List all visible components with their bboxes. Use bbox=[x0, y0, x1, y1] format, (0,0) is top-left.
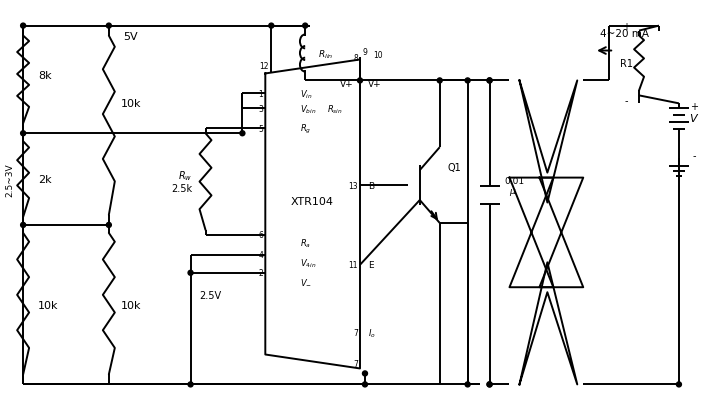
Circle shape bbox=[487, 382, 492, 387]
Text: 2: 2 bbox=[259, 268, 263, 278]
Text: $V_{-}$: $V_{-}$ bbox=[300, 276, 312, 286]
Text: +: + bbox=[690, 102, 698, 112]
Text: $\mu$: $\mu$ bbox=[510, 186, 517, 197]
Text: 2.5~3V: 2.5~3V bbox=[6, 163, 14, 197]
Text: 13: 13 bbox=[348, 181, 358, 190]
Circle shape bbox=[487, 79, 492, 84]
Text: 10: 10 bbox=[373, 51, 383, 60]
Text: 7: 7 bbox=[353, 359, 358, 368]
Circle shape bbox=[106, 223, 111, 228]
Text: $V$: $V$ bbox=[689, 112, 699, 124]
Text: $R_{sin}$: $R_{sin}$ bbox=[327, 103, 343, 115]
Circle shape bbox=[188, 382, 193, 387]
Text: $R_w$: $R_w$ bbox=[179, 169, 193, 183]
Text: 8k: 8k bbox=[38, 71, 52, 81]
Circle shape bbox=[487, 79, 492, 84]
Text: -: - bbox=[692, 151, 695, 161]
Circle shape bbox=[21, 223, 26, 228]
Circle shape bbox=[188, 271, 193, 275]
Text: $R_g$: $R_g$ bbox=[300, 122, 311, 135]
Circle shape bbox=[358, 79, 363, 84]
Text: 10k: 10k bbox=[120, 99, 141, 109]
Text: Q1: Q1 bbox=[448, 163, 462, 173]
Text: 5V: 5V bbox=[123, 31, 138, 41]
Text: +: + bbox=[622, 21, 630, 31]
Circle shape bbox=[269, 24, 274, 29]
Text: 10k: 10k bbox=[38, 300, 59, 310]
Text: $V_{4in}$: $V_{4in}$ bbox=[300, 257, 317, 269]
Text: 7: 7 bbox=[353, 328, 358, 337]
Text: 1: 1 bbox=[259, 90, 263, 99]
Circle shape bbox=[240, 131, 245, 136]
Text: 2.5V: 2.5V bbox=[199, 290, 222, 300]
Text: XTR104: XTR104 bbox=[290, 197, 333, 206]
Circle shape bbox=[487, 382, 492, 387]
Text: 0.01: 0.01 bbox=[505, 176, 525, 185]
Text: B: B bbox=[368, 181, 374, 190]
Text: V+: V+ bbox=[340, 80, 353, 89]
Text: 6: 6 bbox=[258, 231, 263, 240]
Text: 5: 5 bbox=[258, 124, 263, 133]
Circle shape bbox=[21, 24, 26, 29]
Text: 12: 12 bbox=[259, 62, 268, 71]
Text: V+: V+ bbox=[368, 80, 381, 89]
Circle shape bbox=[437, 79, 442, 84]
Text: E: E bbox=[368, 261, 374, 270]
Text: 3: 3 bbox=[258, 104, 263, 114]
Circle shape bbox=[303, 24, 308, 29]
Text: -: - bbox=[625, 96, 628, 106]
Text: R1: R1 bbox=[619, 59, 632, 69]
Circle shape bbox=[363, 382, 368, 387]
Circle shape bbox=[465, 79, 470, 84]
Circle shape bbox=[363, 371, 368, 376]
Text: 2k: 2k bbox=[38, 175, 52, 185]
Circle shape bbox=[676, 382, 681, 387]
Text: 2.5k: 2.5k bbox=[171, 184, 193, 194]
Text: 10k: 10k bbox=[120, 300, 141, 310]
Text: $I_o$: $I_o$ bbox=[368, 327, 376, 339]
Text: $V_{in}$: $V_{in}$ bbox=[300, 88, 313, 100]
Text: 11: 11 bbox=[348, 261, 358, 270]
Text: 8: 8 bbox=[353, 54, 358, 63]
Circle shape bbox=[465, 382, 470, 387]
Text: 9: 9 bbox=[363, 48, 367, 57]
Text: $R_a$: $R_a$ bbox=[300, 237, 311, 249]
Text: 4: 4 bbox=[258, 251, 263, 260]
Circle shape bbox=[21, 131, 26, 136]
Circle shape bbox=[106, 24, 111, 29]
Text: 4~20 mA: 4~20 mA bbox=[599, 28, 649, 38]
Text: $R_{lin}$: $R_{lin}$ bbox=[318, 48, 333, 61]
Text: $V_{bin}$: $V_{bin}$ bbox=[300, 103, 317, 115]
